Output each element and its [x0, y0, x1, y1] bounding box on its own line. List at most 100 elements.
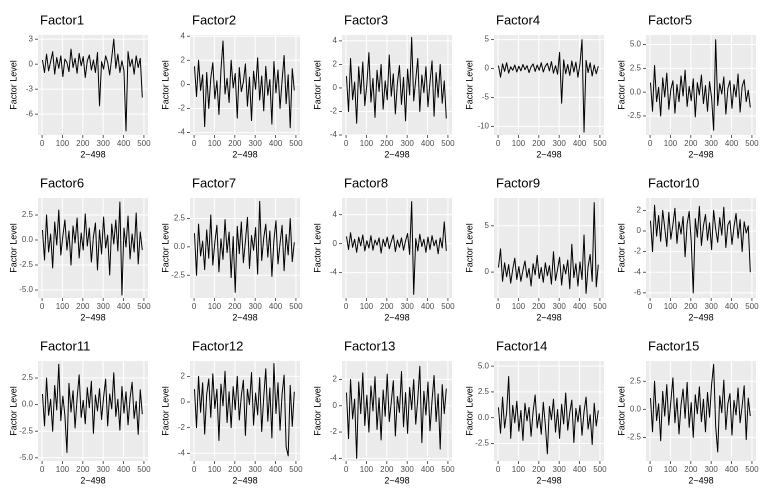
y-tick-label: -4 — [178, 448, 186, 457]
x-axis-label: 2~498 — [536, 312, 561, 322]
x-tick-label: 200 — [228, 465, 242, 474]
x-tick-label: 400 — [421, 465, 435, 474]
y-tick-label: -4 — [178, 128, 186, 137]
y-tick-label: 0 — [181, 80, 186, 89]
y-axis-label: Factor Level — [312, 386, 322, 436]
panel-title: Factor6 — [40, 175, 84, 190]
x-tick-label: 100 — [664, 139, 678, 148]
x-tick-label: 400 — [421, 302, 435, 311]
y-tick-label: -5 — [482, 93, 490, 102]
y-axis-label: Factor Level — [160, 223, 170, 273]
y-tick-label: 0 — [29, 59, 34, 68]
x-tick-label: 500 — [593, 139, 607, 148]
y-tick-label: 0 — [333, 239, 338, 248]
panel-background — [494, 35, 604, 135]
y-tick-label: -2.5 — [627, 111, 641, 120]
x-tick-label: 400 — [725, 465, 739, 474]
x-tick-label: 300 — [705, 139, 719, 148]
panel-title: Factor1 — [40, 12, 84, 27]
y-tick-label: -3 — [26, 84, 34, 93]
x-tick-label: 200 — [532, 139, 546, 148]
x-tick-label: 300 — [553, 302, 567, 311]
x-tick-label: 500 — [441, 302, 455, 311]
y-tick-label: -4 — [330, 453, 338, 462]
series-line — [41, 201, 143, 296]
x-axis-label: 2~498 — [536, 475, 561, 485]
x-tick-label: 100 — [208, 302, 222, 311]
y-tick-label: 0 — [333, 83, 338, 92]
y-tick-label: 2 — [181, 371, 186, 380]
y-axis-label: Factor Level — [616, 386, 626, 436]
y-tick-label: -10 — [477, 121, 489, 130]
x-tick-label: 200 — [684, 302, 698, 311]
x-tick-label: 100 — [208, 139, 222, 148]
x-tick-label: 500 — [593, 465, 607, 474]
x-tick-label: 400 — [421, 139, 435, 148]
x-tick-label: 0 — [344, 139, 349, 148]
y-tick-label: 2.5 — [630, 63, 642, 72]
y-tick-label: 3 — [29, 34, 34, 43]
x-tick-label: 300 — [401, 465, 415, 474]
x-tick-label: 500 — [137, 465, 151, 474]
x-tick-label: 400 — [269, 302, 283, 311]
x-tick-label: 200 — [532, 302, 546, 311]
x-tick-label: 0 — [344, 302, 349, 311]
y-tick-label: 2 — [333, 375, 338, 384]
x-tick-label: 300 — [401, 139, 415, 148]
panel-title: Factor2 — [192, 12, 236, 27]
x-tick-label: 500 — [593, 302, 607, 311]
y-tick-label: 0 — [333, 401, 338, 410]
x-tick-label: 100 — [56, 465, 70, 474]
x-tick-label: 500 — [745, 302, 759, 311]
y-tick-label: 2.5 — [630, 376, 642, 385]
y-axis-label: Factor Level — [464, 386, 474, 436]
x-tick-label: 400 — [269, 465, 283, 474]
x-tick-label: 0 — [648, 139, 653, 148]
x-tick-label: 0 — [192, 465, 197, 474]
y-axis-label: Factor Level — [8, 223, 18, 273]
y-tick-label: 0.0 — [630, 404, 642, 413]
panel-title: Factor4 — [496, 12, 540, 27]
panel-title: Factor15 — [648, 338, 699, 353]
y-tick-label: 2 — [333, 60, 338, 69]
y-axis-label: Factor Level — [160, 60, 170, 110]
x-tick-label: 100 — [208, 465, 222, 474]
x-tick-label: 300 — [705, 302, 719, 311]
x-tick-label: 100 — [512, 302, 526, 311]
y-tick-label: -2 — [178, 423, 186, 432]
y-tick-label: -6 — [634, 288, 642, 297]
x-tick-label: 100 — [56, 302, 70, 311]
x-axis-label: 2~498 — [232, 312, 257, 322]
x-tick-label: 200 — [228, 302, 242, 311]
x-tick-label: 200 — [228, 139, 242, 148]
y-tick-label: -2.5 — [171, 270, 185, 279]
x-axis-label: 2~498 — [384, 149, 409, 159]
x-tick-label: 300 — [97, 139, 111, 148]
y-tick-label: -5.0 — [19, 285, 33, 294]
x-tick-label: 300 — [705, 465, 719, 474]
series-line — [649, 363, 751, 453]
y-tick-label: 0.0 — [630, 87, 642, 96]
x-tick-label: 100 — [512, 465, 526, 474]
x-tick-label: 100 — [664, 465, 678, 474]
y-axis-label: Factor Level — [312, 223, 322, 273]
x-tick-label: 100 — [360, 139, 374, 148]
y-tick-label: 4 — [333, 210, 338, 219]
x-tick-label: 100 — [56, 139, 70, 148]
x-axis-label: 2~498 — [232, 475, 257, 485]
x-tick-label: 100 — [360, 465, 374, 474]
x-axis-label: 2~498 — [80, 312, 105, 322]
y-axis-label: Factor Level — [8, 386, 18, 436]
panel-title: Factor3 — [344, 12, 388, 27]
x-tick-label: 500 — [289, 302, 303, 311]
y-tick-label: 2.5 — [478, 387, 490, 396]
panel-background — [646, 198, 756, 298]
y-axis-label: Factor Level — [312, 60, 322, 110]
x-tick-label: 0 — [648, 302, 653, 311]
x-tick-label: 400 — [117, 465, 131, 474]
x-axis-label: 2~498 — [80, 149, 105, 159]
x-tick-label: 500 — [289, 465, 303, 474]
x-tick-label: 300 — [249, 139, 263, 148]
y-tick-label: 5.0 — [478, 361, 490, 370]
x-axis-label: 2~498 — [384, 312, 409, 322]
